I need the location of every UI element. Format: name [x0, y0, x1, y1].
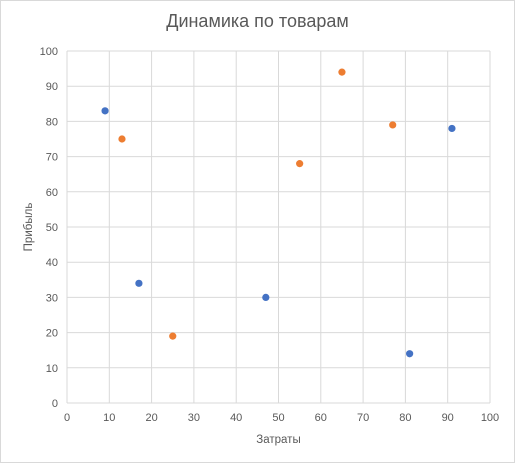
- data-point-series-2: [389, 121, 397, 129]
- data-point-series-1: [406, 350, 414, 358]
- x-tick-label: 10: [103, 412, 115, 424]
- y-tick-label: 70: [46, 152, 58, 164]
- x-axis-title: Затраты: [256, 434, 300, 446]
- y-tick-label: 100: [40, 46, 58, 58]
- x-tick-label: 80: [399, 412, 411, 424]
- data-points: [101, 68, 456, 358]
- x-tick-label: 30: [188, 412, 200, 424]
- x-tick-label: 0: [64, 412, 70, 424]
- y-tick-label: 40: [46, 257, 58, 269]
- data-point-series-1: [101, 107, 109, 115]
- y-tick-label: 60: [46, 187, 58, 199]
- x-tick-label: 70: [357, 412, 369, 424]
- chart-title: Динамика по товарам: [166, 11, 349, 31]
- x-tick-label: 20: [145, 412, 157, 424]
- tick-labels: 0 10 20 30 40 50 60 70 80 90 100 0 10 20 30 40 50 60 70 80 9…: [40, 46, 500, 424]
- data-point-series-2: [169, 332, 177, 340]
- y-axis-title: Прибыль: [23, 203, 35, 252]
- data-point-series-1: [135, 279, 143, 287]
- x-tick-label: 50: [272, 412, 284, 424]
- y-tick-label: 20: [46, 328, 58, 340]
- x-tick-label: 60: [315, 412, 327, 424]
- data-point-series-2: [118, 135, 126, 143]
- x-tick-label: 90: [442, 412, 454, 424]
- data-point-series-2: [338, 68, 346, 76]
- data-point-series-1: [262, 293, 270, 301]
- y-tick-label: 50: [46, 222, 58, 234]
- data-point-series-2: [296, 160, 304, 168]
- y-tick-label: 0: [52, 398, 58, 410]
- gridlines: [66, 50, 491, 404]
- y-tick-label: 30: [46, 292, 58, 304]
- x-tick-label: 100: [481, 412, 499, 424]
- x-tick-label: 40: [230, 412, 242, 424]
- y-tick-label: 80: [46, 116, 58, 128]
- y-tick-label: 90: [46, 81, 58, 93]
- data-point-series-1: [448, 124, 456, 133]
- y-tick-label: 10: [46, 363, 58, 375]
